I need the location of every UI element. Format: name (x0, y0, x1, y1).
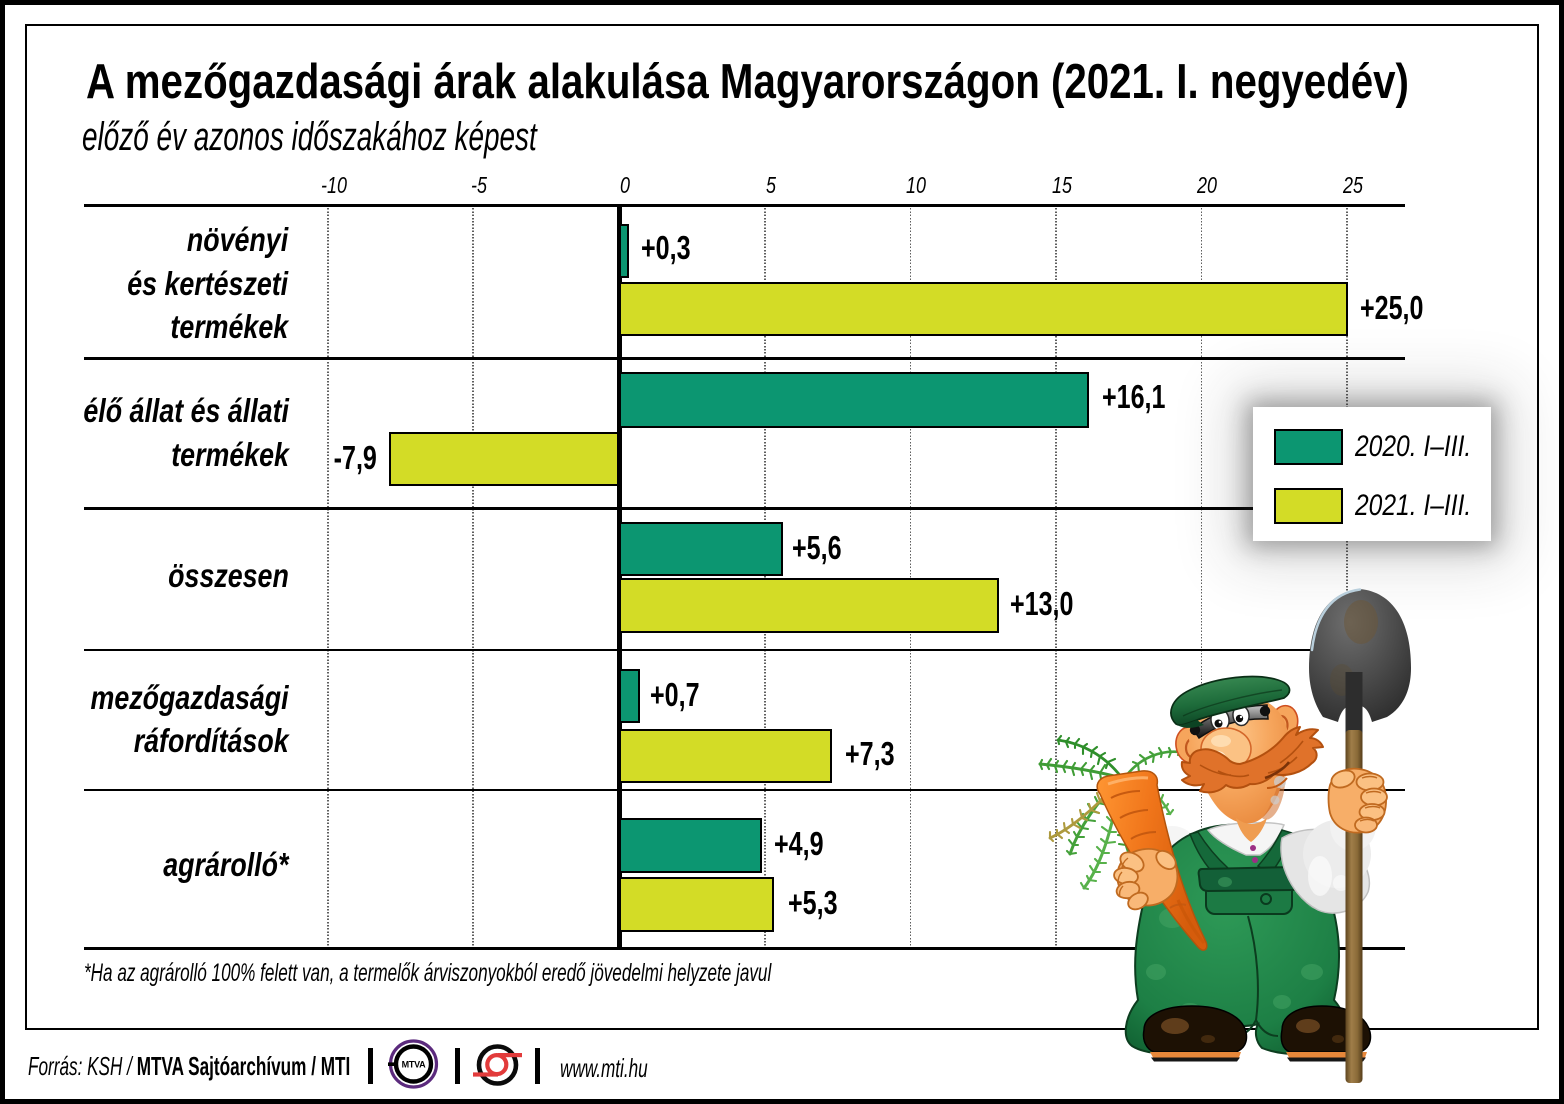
svg-text:MTVA: MTVA (402, 1059, 426, 1069)
